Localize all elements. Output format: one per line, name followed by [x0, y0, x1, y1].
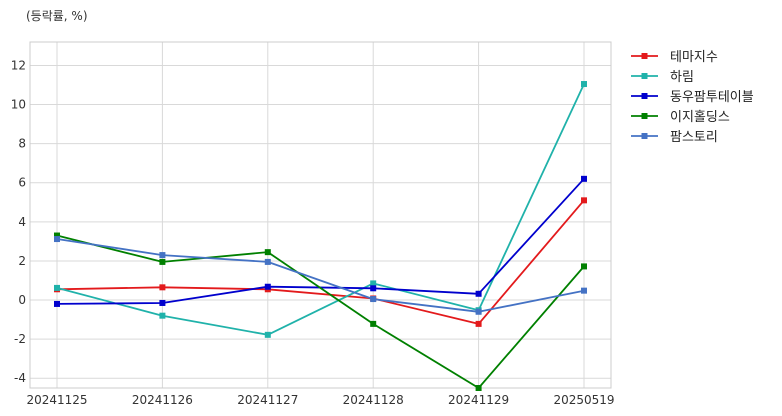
data-point [264, 249, 271, 256]
series-layer [54, 81, 587, 391]
data-point [54, 232, 60, 239]
data-point [581, 81, 587, 88]
data-point [581, 175, 587, 182]
legend-marker [641, 93, 648, 99]
data-point [370, 296, 377, 303]
legend-label: 팜스토리 [670, 130, 718, 145]
data-point [370, 285, 377, 292]
data-point [159, 258, 166, 265]
data-point [54, 236, 60, 243]
legend-marker [641, 53, 648, 59]
data-point [264, 331, 271, 338]
data-point [264, 258, 271, 265]
legend-marker [641, 133, 648, 139]
series-group [54, 81, 587, 338]
data-point [54, 300, 60, 307]
series-line [56, 234, 585, 389]
data-point [475, 320, 482, 327]
legend-item: 하림 [631, 70, 694, 85]
data-point [159, 312, 166, 319]
data-point [475, 385, 482, 391]
legend-item: 동우팜투테이블 [631, 90, 754, 105]
y-tick-label: -2 [14, 332, 26, 346]
x-tick-label: 20241127 [237, 393, 298, 407]
data-point [581, 197, 587, 204]
data-point [475, 308, 482, 315]
data-point [475, 290, 482, 297]
data-point [370, 280, 377, 287]
legend-label: 하림 [670, 70, 694, 85]
series-line [56, 83, 585, 336]
y-tick-label: 2 [18, 254, 26, 268]
y-tick-label: -4 [14, 371, 26, 385]
axis-layer: -4 -2 0 2 4 6 8 10 12 20241125 20241126 20241127 202… [11, 58, 615, 407]
data-point [159, 252, 166, 259]
series-group [54, 236, 587, 315]
data-point [370, 320, 377, 327]
plot-frame [29, 41, 612, 389]
data-point [264, 283, 271, 290]
y-tick-label: 6 [18, 176, 26, 190]
series-line [56, 178, 585, 305]
legend-marker [641, 73, 648, 79]
grid-layer [30, 42, 611, 388]
legend-item: 팜스토리 [631, 130, 718, 145]
data-point [159, 299, 166, 306]
x-tick-label: 20241125 [26, 393, 87, 407]
y-tick-label: 12 [11, 58, 26, 72]
y-tick-label: 10 [11, 98, 26, 112]
x-tick-label: 20241129 [448, 393, 509, 407]
data-point [159, 284, 166, 291]
y-tick-label: 8 [18, 137, 26, 151]
series-line [56, 199, 585, 325]
x-tick-label: 20250519 [553, 393, 614, 407]
legend-marker [641, 113, 648, 119]
series-line [56, 238, 585, 313]
data-point [54, 284, 60, 291]
y-tick-label: 4 [18, 215, 26, 229]
legend-item: 테마지수 [631, 50, 718, 65]
x-tick-label: 20241126 [132, 393, 193, 407]
y-tick-label: 0 [18, 293, 26, 307]
x-tick-label: 20241128 [343, 393, 404, 407]
unit-label: (등락률, %) [26, 9, 88, 23]
series-group [54, 232, 587, 391]
legend-label: 이지홀딩스 [670, 110, 730, 125]
legend-label: 테마지수 [670, 50, 718, 65]
data-point [581, 287, 587, 294]
data-point [581, 263, 587, 270]
legend-label: 동우팜투테이블 [670, 90, 754, 105]
legend-item: 이지홀딩스 [631, 110, 730, 125]
